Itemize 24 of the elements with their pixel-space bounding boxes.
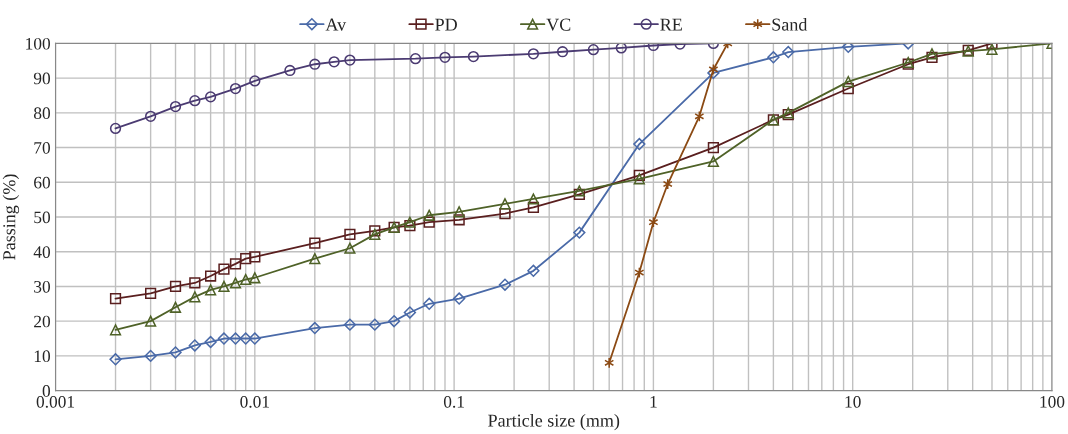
y-tick-label: 50: [34, 211, 51, 224]
y-tick-label: 10: [34, 350, 51, 363]
x-tick-label: 1: [650, 396, 657, 408]
y-tick-label: 90: [33, 72, 51, 85]
legend-label: VC: [546, 18, 571, 31]
x-tick-label: 0.001: [36, 395, 75, 408]
y-tick-label: 60: [34, 176, 51, 189]
y-tick-label: 100: [26, 37, 51, 50]
y-tick-label: 80: [33, 107, 51, 120]
y-axis-title: Passing (%): [2, 174, 20, 260]
x-axis-title: Particle size (mm): [488, 413, 620, 431]
x-tick-label: 0.1: [443, 395, 464, 408]
x-tick-label: 10: [845, 395, 861, 408]
y-tick-label: 20: [34, 315, 51, 328]
legend-label: RE: [660, 18, 682, 31]
legend-label: PD: [435, 18, 457, 31]
legend-label: Sand: [772, 18, 808, 31]
x-tick-label: 0.01: [240, 395, 269, 408]
y-tick-label: 0: [42, 385, 51, 397]
y-tick-label: 40: [33, 246, 51, 258]
y-tick-label: 70: [34, 142, 51, 154]
x-tick-label: 100: [1040, 395, 1065, 408]
y-tick-label: 30: [34, 280, 51, 293]
legend-label: Av: [325, 18, 347, 31]
